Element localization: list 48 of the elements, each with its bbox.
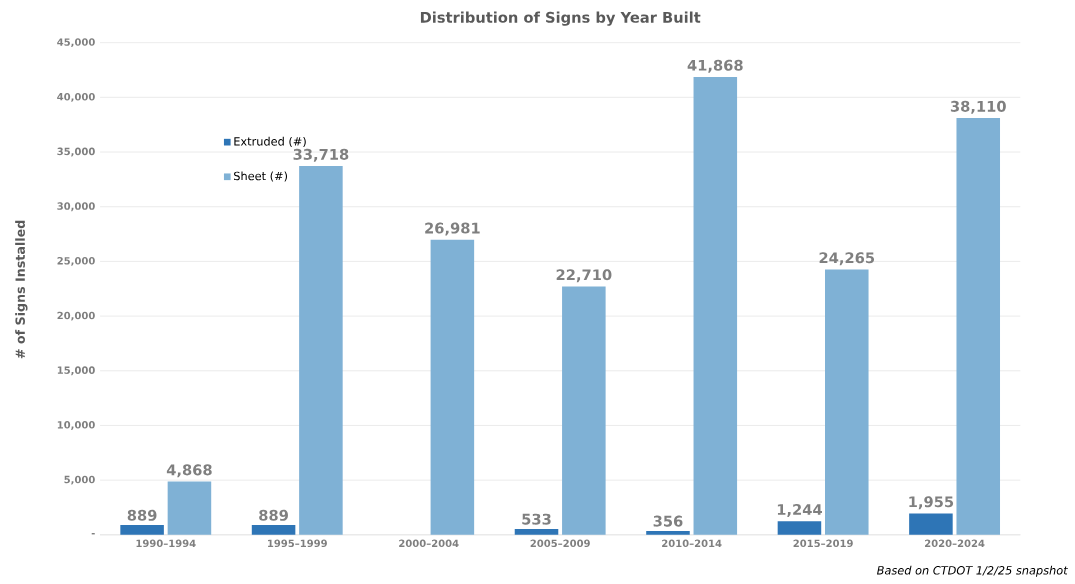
data-label: 4,868 (166, 464, 212, 478)
x-tick-label: 2000–2004 (399, 539, 459, 548)
bar (562, 286, 606, 535)
bar (120, 525, 164, 535)
y-tick-label: 40,000 (57, 92, 95, 102)
bar (693, 76, 738, 535)
data-label: 889 (127, 509, 157, 521)
data-label: 1,244 (777, 503, 822, 517)
y-tick-label: 45,000 (57, 38, 95, 48)
bar (956, 117, 1001, 535)
y-tick-label: 30,000 (57, 202, 95, 212)
bar (514, 528, 559, 535)
bar (167, 481, 212, 535)
data-label: 889 (259, 509, 288, 521)
y-tick-label: - (91, 532, 95, 535)
y-tick-label: 15,000 (57, 366, 95, 376)
data-label: 33,718 (293, 148, 349, 162)
data-label: 1,955 (909, 496, 954, 510)
y-tick-label: 5,000 (64, 475, 95, 485)
x-tick-label: 2010–2014 (662, 539, 722, 548)
bar (430, 239, 475, 535)
legend-label: Extruded (#) (234, 136, 306, 147)
data-label: 22,710 (556, 269, 612, 283)
legend-label: Sheet (#) (234, 171, 288, 182)
y-tick-label: 20,000 (57, 311, 95, 321)
bar (825, 269, 869, 535)
x-tick-label: 2005–2009 (530, 539, 590, 548)
bar (251, 525, 296, 535)
data-label: 41,868 (687, 59, 743, 73)
y-tick-label: 25,000 (57, 256, 95, 266)
text: Based on CTDOT 1/2/25 snapshot (876, 565, 1068, 577)
bar (777, 521, 822, 535)
data-label: 24,265 (819, 252, 875, 266)
bar (909, 513, 953, 535)
data-label: 356 (653, 515, 683, 527)
bar (646, 530, 690, 535)
y-axis-title: # of Signs Installed (15, 220, 28, 359)
data-label: 38,110 (950, 100, 1006, 114)
x-tick-label: 1990–1994 (136, 539, 196, 548)
x-tick-label: 1995–1999 (268, 539, 327, 548)
x-tick-label: 2015–2019 (793, 539, 853, 548)
data-label: 533 (522, 513, 551, 525)
bar (299, 165, 343, 535)
data-label: 26,981 (425, 222, 480, 236)
chart-title: Distribution of Signs by Year Built (420, 11, 701, 26)
y-tick-label: 35,000 (57, 147, 95, 157)
y-tick-label: 10,000 (57, 420, 95, 430)
x-tick-label: 2020–2024 (925, 539, 985, 548)
